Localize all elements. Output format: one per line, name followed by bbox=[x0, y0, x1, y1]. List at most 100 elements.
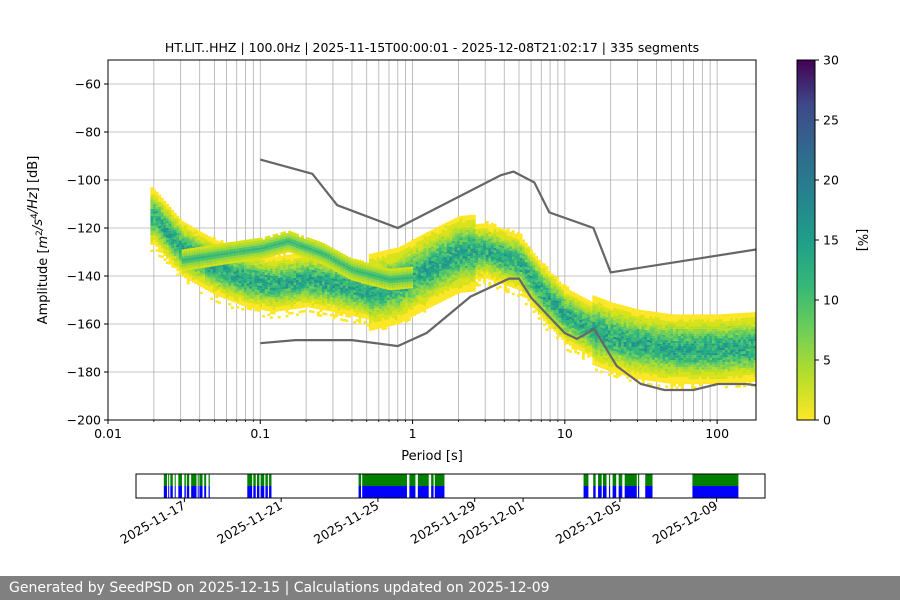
psd-cell bbox=[231, 268, 234, 271]
psd-cell bbox=[275, 275, 279, 279]
psd-cell bbox=[283, 248, 286, 251]
psd-cell bbox=[467, 272, 471, 276]
psd-cell bbox=[207, 284, 211, 287]
psd-cell bbox=[387, 270, 390, 274]
psd-cell bbox=[519, 274, 523, 277]
psd-cell bbox=[426, 263, 429, 266]
psd-cell bbox=[173, 229, 177, 233]
psd-cell bbox=[553, 278, 557, 282]
psd-cell bbox=[205, 268, 208, 271]
psd-cell bbox=[186, 224, 190, 227]
psd-cell bbox=[285, 233, 289, 236]
psd-cell bbox=[301, 298, 305, 301]
psd-cell bbox=[465, 280, 468, 283]
psd-cell bbox=[197, 278, 201, 281]
psd-cell bbox=[259, 261, 263, 265]
psd-cell bbox=[504, 282, 507, 286]
psd-cell bbox=[462, 246, 466, 250]
psd-cell bbox=[293, 251, 297, 255]
psd-cell bbox=[389, 268, 393, 272]
psd-cell bbox=[454, 258, 458, 262]
psd-cell bbox=[384, 284, 388, 287]
psd-cell bbox=[254, 296, 258, 300]
psd-cell bbox=[389, 285, 393, 288]
psd-cell bbox=[233, 281, 237, 284]
psd-cell bbox=[530, 251, 533, 255]
psd-cell bbox=[452, 248, 455, 251]
psd-cell bbox=[158, 228, 162, 231]
psd-cell bbox=[433, 230, 437, 234]
psd-cell bbox=[194, 269, 198, 273]
psd-cell bbox=[363, 316, 367, 319]
psd-cell bbox=[423, 257, 427, 260]
psd-cell bbox=[153, 242, 156, 245]
psd-cell bbox=[449, 268, 453, 271]
psd-cell bbox=[537, 312, 541, 315]
psd-cell bbox=[524, 293, 528, 296]
psd-cell bbox=[332, 248, 336, 252]
psd-cell bbox=[397, 295, 401, 298]
psd-cell bbox=[387, 254, 390, 257]
psd-cell bbox=[423, 288, 427, 292]
psd-cell bbox=[374, 272, 377, 275]
psd-cell bbox=[501, 253, 505, 256]
psd-cell bbox=[355, 297, 359, 301]
psd-cell bbox=[319, 314, 323, 317]
psd-cell bbox=[400, 318, 403, 321]
psd-cell bbox=[392, 322, 396, 326]
psd-cell bbox=[457, 226, 461, 229]
psd-cell bbox=[311, 284, 315, 287]
psd-cell bbox=[449, 246, 453, 250]
psd-cell bbox=[283, 267, 286, 270]
psd-cell bbox=[280, 237, 284, 240]
psd-cell bbox=[366, 309, 370, 312]
psd-cell bbox=[517, 256, 520, 259]
psd-cell bbox=[428, 298, 432, 301]
psd-cell bbox=[329, 297, 333, 300]
psd-cell bbox=[413, 301, 416, 304]
psd-cell bbox=[402, 249, 406, 252]
psd-cell bbox=[244, 285, 247, 288]
psd-cell bbox=[493, 252, 497, 256]
psd-cell bbox=[467, 282, 471, 285]
psd-cell bbox=[335, 276, 338, 279]
psd-cell bbox=[223, 252, 227, 255]
psd-cell bbox=[348, 273, 351, 277]
psd-cell bbox=[184, 227, 188, 231]
psd-cell bbox=[433, 228, 437, 231]
psd-cell bbox=[530, 299, 533, 303]
psd-cell bbox=[309, 271, 312, 275]
psd-cell bbox=[293, 232, 297, 236]
psd-cell bbox=[288, 254, 292, 257]
psd-cell bbox=[465, 289, 468, 293]
psd-cell bbox=[548, 278, 552, 281]
psd-cell bbox=[397, 319, 401, 322]
psd-cell bbox=[254, 240, 258, 244]
psd-cell bbox=[181, 245, 185, 248]
psd-cell bbox=[384, 286, 388, 290]
psd-cell bbox=[426, 268, 429, 271]
psd-cell bbox=[524, 242, 528, 246]
psd-cell bbox=[296, 294, 299, 297]
psd-cell bbox=[543, 299, 546, 302]
psd-cell bbox=[394, 257, 398, 260]
psd-cell bbox=[397, 284, 401, 288]
psd-cell bbox=[238, 295, 242, 298]
psd-cell bbox=[205, 280, 208, 283]
psd-cell bbox=[194, 252, 198, 255]
psd-cell bbox=[446, 228, 450, 232]
psd-cell bbox=[322, 264, 325, 267]
psd-cell bbox=[433, 273, 437, 277]
psd-cell bbox=[215, 253, 219, 257]
psd-cell bbox=[311, 298, 315, 302]
psd-cell bbox=[340, 269, 344, 273]
psd-cell bbox=[504, 239, 507, 242]
psd-cell bbox=[553, 293, 557, 296]
psd-cell bbox=[509, 243, 513, 247]
psd-cell bbox=[285, 295, 289, 299]
psd-cell bbox=[449, 287, 453, 291]
psd-cell bbox=[155, 237, 159, 240]
psd-cell bbox=[511, 237, 515, 240]
psd-cell bbox=[186, 248, 190, 252]
psd-cell bbox=[548, 311, 552, 315]
